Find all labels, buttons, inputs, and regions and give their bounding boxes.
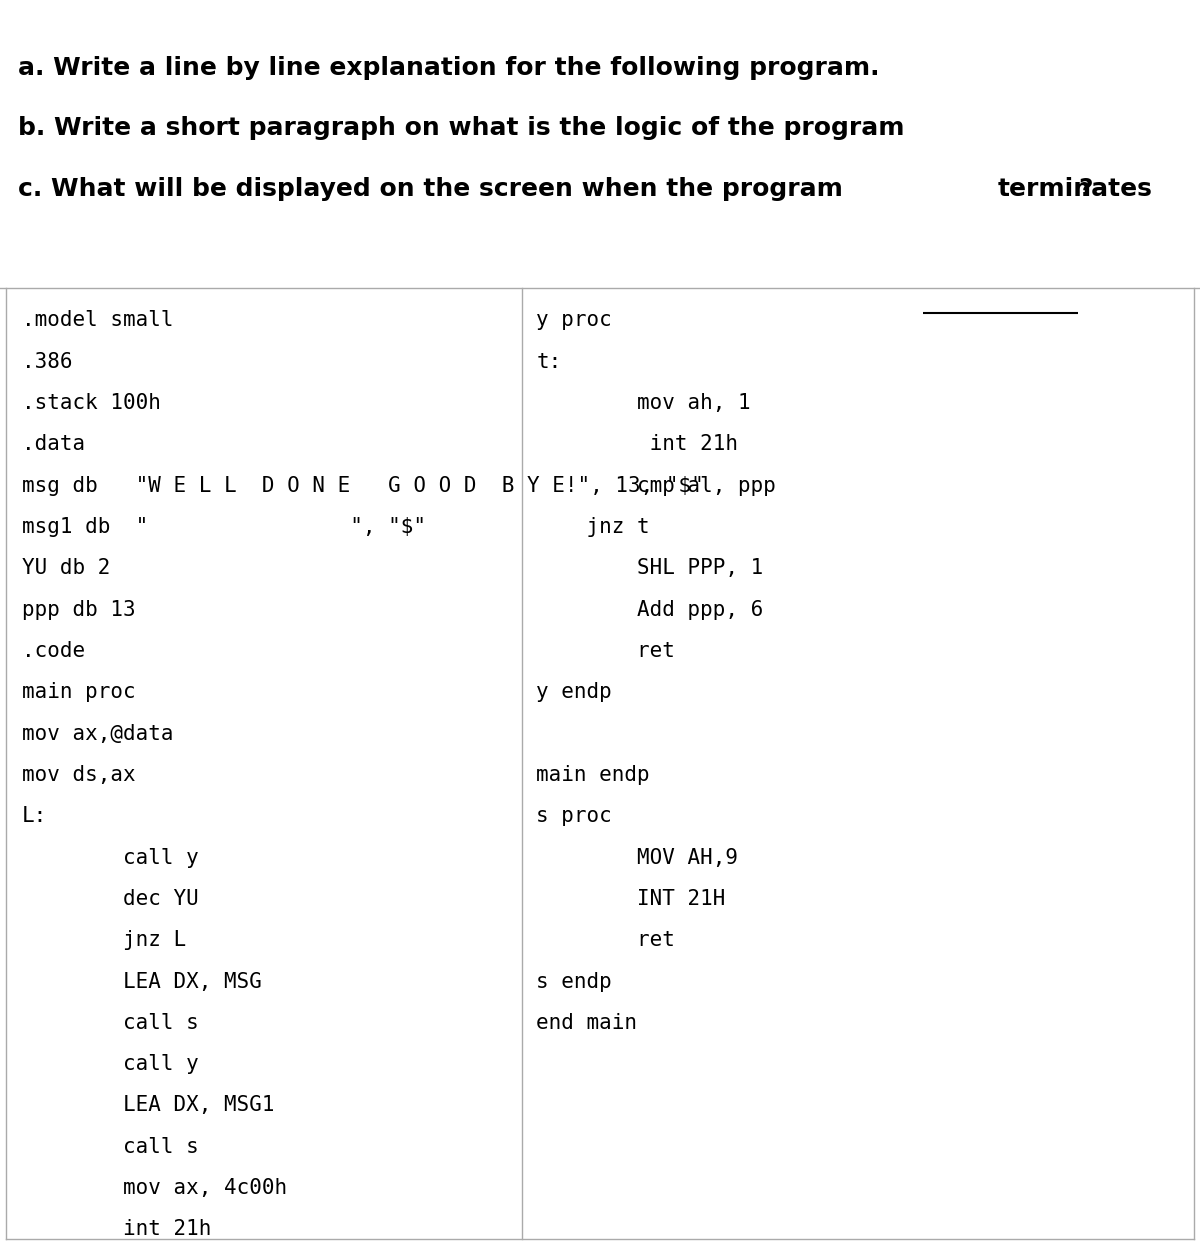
Text: Add ppp, 6: Add ppp, 6 xyxy=(536,600,763,620)
Text: call y: call y xyxy=(22,848,198,868)
Text: int 21h: int 21h xyxy=(536,434,738,454)
Text: y proc: y proc xyxy=(536,310,612,331)
Text: call y: call y xyxy=(22,1054,198,1074)
Text: a. Write a line by line explanation for the following program.: a. Write a line by line explanation for … xyxy=(18,56,880,80)
Text: mov ax,@data: mov ax,@data xyxy=(22,724,173,744)
Text: c. What will be displayed on the screen when the program: c. What will be displayed on the screen … xyxy=(18,177,852,200)
Text: INT 21H: INT 21H xyxy=(536,889,726,909)
Text: LEA DX, MSG1: LEA DX, MSG1 xyxy=(22,1096,274,1116)
Text: s proc: s proc xyxy=(536,806,612,826)
Text: LEA DX, MSG: LEA DX, MSG xyxy=(22,972,262,992)
Text: b. Write a short paragraph on what is the logic of the program: b. Write a short paragraph on what is th… xyxy=(18,116,905,140)
Text: .stack 100h: .stack 100h xyxy=(22,393,161,413)
Text: YU db 2: YU db 2 xyxy=(22,558,110,578)
Text: terminates: terminates xyxy=(997,177,1152,200)
Text: .data: .data xyxy=(22,434,85,454)
Text: mov ds,ax: mov ds,ax xyxy=(22,765,136,785)
Text: .code: .code xyxy=(22,641,85,661)
Text: msg1 db  "                ", "$": msg1 db " ", "$" xyxy=(22,517,426,537)
Text: end main: end main xyxy=(536,1013,637,1033)
Text: t:: t: xyxy=(536,352,562,372)
Text: ret: ret xyxy=(536,930,676,950)
Text: dec YU: dec YU xyxy=(22,889,198,909)
Text: .model small: .model small xyxy=(22,310,173,331)
Text: int 21h: int 21h xyxy=(22,1219,211,1239)
Text: mov ah, 1: mov ah, 1 xyxy=(536,393,751,413)
Text: ?: ? xyxy=(1078,177,1092,200)
Text: cmp al, ppp: cmp al, ppp xyxy=(536,476,776,496)
Text: L:: L: xyxy=(22,806,47,826)
Text: ppp db 13: ppp db 13 xyxy=(22,600,136,620)
Text: .386: .386 xyxy=(22,352,72,372)
Text: call s: call s xyxy=(22,1013,198,1033)
Text: s endp: s endp xyxy=(536,972,612,992)
Text: main endp: main endp xyxy=(536,765,650,785)
Text: mov ax, 4c00h: mov ax, 4c00h xyxy=(22,1178,287,1198)
Text: ret: ret xyxy=(536,641,676,661)
Text: msg db   "W E L L  D O N E   G O O D  B Y E!", 13, "$": msg db "W E L L D O N E G O O D B Y E!",… xyxy=(22,476,703,496)
Text: jnz t: jnz t xyxy=(536,517,650,537)
Text: call s: call s xyxy=(22,1137,198,1157)
Text: SHL PPP, 1: SHL PPP, 1 xyxy=(536,558,763,578)
Text: main proc: main proc xyxy=(22,682,136,702)
Text: MOV AH,9: MOV AH,9 xyxy=(536,848,738,868)
Text: jnz L: jnz L xyxy=(22,930,186,950)
Text: y endp: y endp xyxy=(536,682,612,702)
